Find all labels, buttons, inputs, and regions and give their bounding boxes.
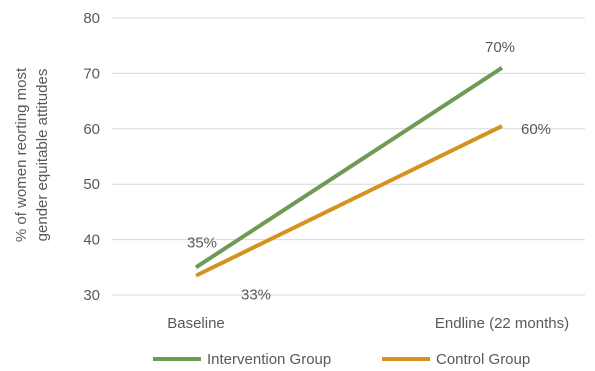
legend-label-control: Control Group bbox=[436, 351, 530, 368]
data-label-intervention-1: 70% bbox=[485, 39, 515, 56]
y-tick-label-70: 70 bbox=[83, 65, 100, 82]
x-category-label-0: Baseline bbox=[167, 315, 225, 332]
legend-label-intervention: Intervention Group bbox=[207, 351, 331, 368]
y-tick-label-40: 40 bbox=[83, 232, 100, 249]
data-labels: 35% 70% 33% 60% bbox=[187, 39, 551, 304]
series-line-control bbox=[195, 124, 503, 278]
legend: Intervention Group Control Group bbox=[153, 351, 530, 368]
y-tick-label-60: 60 bbox=[83, 121, 100, 138]
series-lines bbox=[194, 66, 504, 278]
data-label-control-1: 60% bbox=[521, 121, 551, 138]
y-tick-label-80: 80 bbox=[83, 10, 100, 27]
y-axis-title-line-2: gender equitable attitudes bbox=[34, 69, 51, 242]
y-axis-ticks: 30 40 50 60 70 80 bbox=[83, 10, 100, 304]
x-category-label-1: Endline (22 months) bbox=[435, 315, 569, 332]
y-axis-title-line-1: % of women reorting most bbox=[13, 67, 30, 242]
data-label-intervention-0: 35% bbox=[187, 234, 217, 251]
y-tick-label-30: 30 bbox=[83, 287, 100, 304]
gridlines bbox=[112, 17, 585, 296]
y-axis-title: % of women reorting most gender equitabl… bbox=[13, 67, 51, 242]
x-axis-categories: Baseline Endline (22 months) bbox=[167, 315, 569, 332]
data-label-control-0: 33% bbox=[241, 287, 271, 304]
series-line-intervention bbox=[194, 66, 504, 269]
y-tick-label-50: 50 bbox=[83, 176, 100, 193]
